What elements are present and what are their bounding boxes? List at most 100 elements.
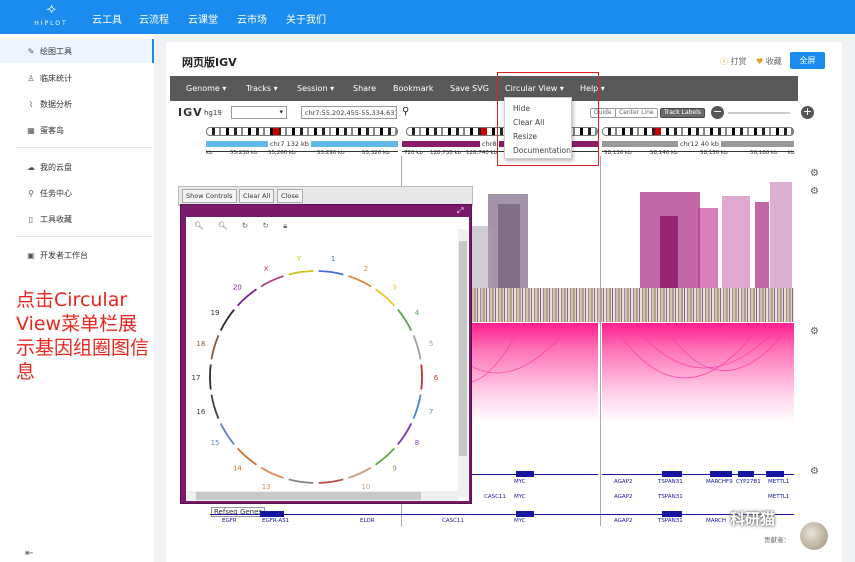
ruler-tick: 58,130 kb xyxy=(604,150,632,156)
sidebar-item-label: 绘图工具 xyxy=(40,46,72,56)
sidebar-divider xyxy=(16,147,152,148)
sidebar-item-tool-favorites[interactable]: ▯ 工具收藏 xyxy=(0,207,154,231)
chromosome-arc[interactable] xyxy=(412,394,422,419)
menu-bookmark[interactable]: Bookmark xyxy=(393,84,434,93)
gene-feature[interactable] xyxy=(516,511,534,517)
zoom-in-icon[interactable]: + xyxy=(801,105,814,119)
nav-cloud-workflow[interactable]: 云流程 xyxy=(139,15,169,26)
chromosome-arc[interactable] xyxy=(260,275,284,288)
igv-toolbar: IGV hg19 ▾ chr7:55,202,455-55,334,637 c … xyxy=(170,103,798,123)
gene-label: METTL1 xyxy=(768,494,790,500)
menu-help[interactable]: Help ▾ xyxy=(580,84,605,93)
menu-tracks[interactable]: Tracks ▾ xyxy=(246,84,278,93)
gear-icon[interactable]: ⚙ xyxy=(810,466,819,477)
menu-session[interactable]: Session ▾ xyxy=(297,84,335,93)
gene-feature[interactable] xyxy=(766,471,784,477)
circular-view-toolbar[interactable]: 🔍︎ 🔍︎ ↻ ↻ 🔒︎ xyxy=(194,221,294,230)
zoom-out-icon[interactable]: − xyxy=(711,105,724,119)
chromosome-arc[interactable] xyxy=(209,364,212,390)
close-button[interactable]: Close xyxy=(277,189,303,203)
chromosome-arc[interactable] xyxy=(210,335,220,360)
dropdown-item-hide[interactable]: Hide xyxy=(513,104,531,113)
gear-icon[interactable]: ⚙ xyxy=(810,168,819,179)
hiplot-logo[interactable]: ⟢ HIPLOT xyxy=(26,1,76,33)
fullscreen-button[interactable]: 全屏 xyxy=(790,52,825,69)
chromosome-arc[interactable] xyxy=(412,335,422,360)
dropdown-item-resize[interactable]: Resize xyxy=(513,132,538,141)
chromosome-arc[interactable] xyxy=(236,288,257,307)
ideogram-chr12[interactable] xyxy=(602,127,794,136)
chromosome-arc[interactable] xyxy=(260,466,284,479)
gene-feature[interactable] xyxy=(662,471,682,477)
gene-feature[interactable] xyxy=(710,471,732,477)
gene-label: ELDR xyxy=(360,518,375,524)
chromosome-label: 15 xyxy=(211,439,220,447)
logo-word: HIPLOT xyxy=(34,20,68,27)
ideogram-chr8[interactable] xyxy=(406,127,598,136)
horizontal-scrollbar[interactable] xyxy=(186,491,458,501)
clear-all-button[interactable]: Clear All xyxy=(239,189,275,203)
chromosome-arc[interactable] xyxy=(318,478,344,484)
scrollbar-thumb[interactable] xyxy=(459,241,467,456)
chromosome-arc[interactable] xyxy=(219,423,235,445)
vertical-scrollbar[interactable] xyxy=(458,229,468,497)
chromosome-arc[interactable] xyxy=(288,270,314,276)
region-label-chr8: chr8 xyxy=(480,140,499,148)
chromosome-arc[interactable] xyxy=(397,309,413,331)
gene-feature[interactable] xyxy=(662,511,682,517)
sidebar-item-developer-workbench[interactable]: ▣ 开发者工作台 xyxy=(0,243,154,267)
reward-button[interactable]: ⓢ 打赏 xyxy=(720,56,747,67)
sidebar-item-data-analysis[interactable]: ⌇ 数据分析 xyxy=(0,92,154,116)
search-icon[interactable]: ⚲ xyxy=(402,106,410,117)
chromosome-arc[interactable] xyxy=(375,288,396,307)
chromosome-arc[interactable] xyxy=(348,466,372,479)
highlight-box xyxy=(497,72,599,166)
sidebar-item-island[interactable]: ▦ 蛋客岛 xyxy=(0,118,154,142)
sidebar-item-clinical-stats[interactable]: ♙ 临床统计 xyxy=(0,66,154,90)
dropdown-item-documentation[interactable]: Documentation xyxy=(513,146,571,155)
gear-icon[interactable]: ⚙ xyxy=(810,326,819,337)
menu-circular-view[interactable]: Circular View ▾ xyxy=(505,84,564,93)
gear-icon[interactable]: ⚙ xyxy=(810,186,819,197)
gene-label: MYC xyxy=(514,494,526,500)
dropdown-item-clear-all[interactable]: Clear All xyxy=(513,118,545,127)
chromosome-arc[interactable] xyxy=(375,447,396,466)
chromosome-arc[interactable] xyxy=(288,478,314,484)
nav-about-us[interactable]: 关于我们 xyxy=(286,15,326,26)
favorite-button[interactable]: ♥ 收藏 xyxy=(756,56,782,67)
gene-feature[interactable] xyxy=(738,471,754,477)
menu-genome[interactable]: Genome ▾ xyxy=(186,84,227,93)
sidebar-item-task-center[interactable]: ⚲ 任务中心 xyxy=(0,181,154,205)
chromosome-label: 16 xyxy=(196,408,205,416)
chromosome-arc[interactable] xyxy=(210,394,220,419)
gene-feature[interactable] xyxy=(516,471,534,477)
chromosome-arc[interactable] xyxy=(348,275,372,288)
cloud-icon: ☁ xyxy=(27,162,35,172)
chromosome-arc[interactable] xyxy=(236,447,257,466)
chromosome-arc[interactable] xyxy=(318,270,344,276)
menu-share[interactable]: Share xyxy=(353,84,377,93)
chromosome-arc[interactable] xyxy=(397,423,413,445)
chromosome-arc[interactable] xyxy=(420,364,423,390)
sidebar-item-plot-tools[interactable]: ✎ 绘图工具 xyxy=(0,39,154,63)
gene-label: METTL1 xyxy=(768,479,790,485)
nav-cloud-market[interactable]: 云市场 xyxy=(237,15,267,26)
nav-cloud-tools[interactable]: 云工具 xyxy=(92,15,122,26)
sidebar-item-my-cloud-drive[interactable]: ☁ 我的云盘 xyxy=(0,155,154,179)
nav-cloud-classroom[interactable]: 云课堂 xyxy=(188,15,218,26)
gene-feature[interactable] xyxy=(260,511,284,517)
track-labels-button[interactable]: Track Labels xyxy=(660,108,705,118)
expand-icon[interactable]: ⤢ xyxy=(457,206,464,215)
zoom-slider[interactable] xyxy=(728,112,790,114)
chromosome-arc[interactable] xyxy=(219,309,235,331)
top-navigation-bar: ⟢ HIPLOT 云工具 云流程 云课堂 云市场 关于我们 xyxy=(0,0,855,34)
show-controls-button[interactable]: Show Controls xyxy=(182,189,237,203)
menu-save-svg[interactable]: Save SVG xyxy=(450,84,489,93)
center-line-button[interactable]: Center Line xyxy=(615,108,658,118)
sidebar-collapse-icon[interactable]: ⇤ xyxy=(25,548,34,559)
ideogram-chr7[interactable] xyxy=(206,127,398,136)
genome-select[interactable]: ▾ xyxy=(231,106,287,119)
scrollbar-thumb[interactable] xyxy=(196,492,421,500)
locus-input[interactable]: chr7:55,202,455-55,334,637 c xyxy=(301,106,397,119)
chromosome-label: 5 xyxy=(429,340,433,348)
